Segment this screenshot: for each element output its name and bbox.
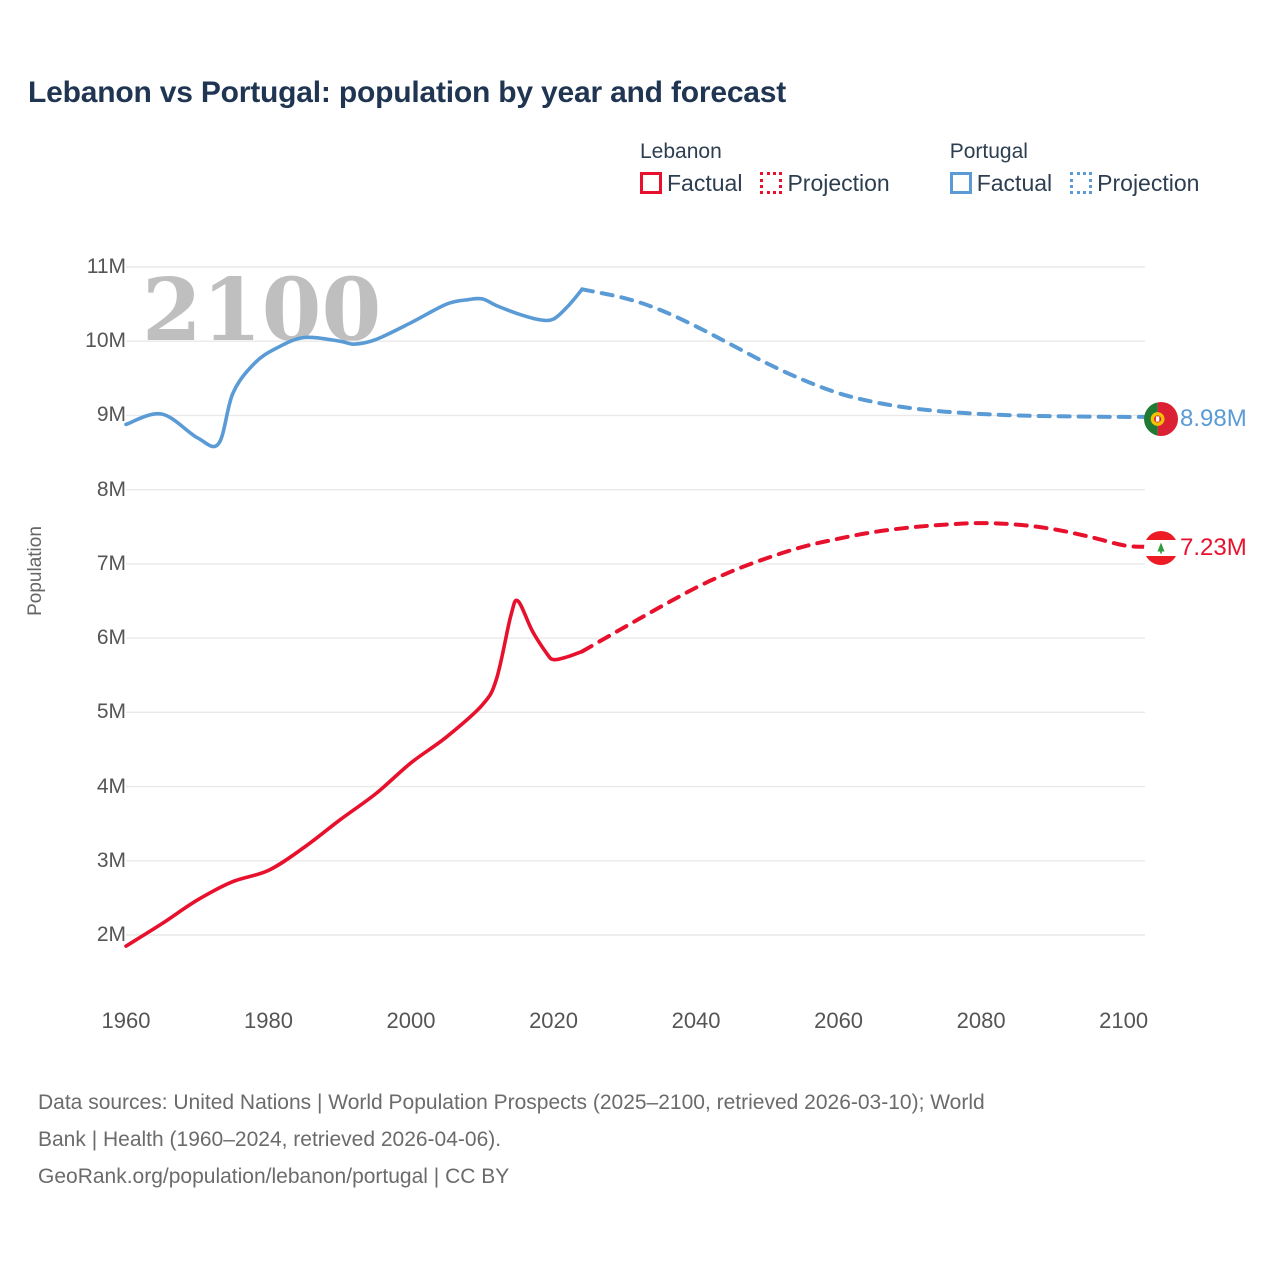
x-tick-label: 1980: [244, 1008, 293, 1033]
footer-line-1: Data sources: United Nations | World Pop…: [38, 1091, 985, 1114]
x-tick-label: 2100: [1099, 1008, 1149, 1033]
footer-sources: Data sources: United Nations | World Pop…: [38, 1084, 1238, 1195]
data-curves: [124, 287, 1147, 948]
legend-group-portugal: Portugal Factual Projection: [949, 140, 1199, 196]
gridlines: [126, 266, 1145, 936]
series-portugal-factual: [124, 287, 584, 449]
x-tick-label: 2000: [386, 1008, 436, 1033]
chart-legend: Lebanon Factual Projection Portugal Fact…: [640, 140, 1199, 196]
portugal-endpoint-value: 8.98M: [1180, 405, 1247, 432]
legend-swatch-solid-icon: [640, 172, 662, 194]
legend-swatch-dotted-icon: [1070, 172, 1093, 194]
series-lebanon-projection: [580, 521, 1147, 654]
legend-swatch-dotted-icon: [760, 172, 783, 194]
page-title: Lebanon vs Portugal: population by year …: [28, 76, 787, 109]
x-tick-label: 2060: [814, 1008, 864, 1033]
x-tick-label: 1960: [101, 1008, 151, 1033]
lebanon-flag-icon: [1144, 531, 1178, 565]
y-tick-label: 9M: [96, 403, 126, 427]
x-tick-label: 2080: [956, 1008, 1006, 1033]
plot-svg: [124, 266, 1147, 948]
y-tick-label: 8M: [96, 477, 126, 501]
legend-item-lebanon-factual[interactable]: Factual: [640, 170, 742, 196]
y-tick-label: 2M: [96, 923, 126, 946]
legend-label-lebanon-factual: Factual: [667, 170, 743, 196]
series-lebanon-factual: [124, 598, 584, 948]
plot-area: 2100 Population 2M 3M 4M 5M 6M 7M 8M 9M 10M 11M 1…: [25, 255, 1247, 1033]
legend-swatch-solid-icon: [949, 172, 972, 194]
series-portugal-projection: [580, 287, 1147, 419]
y-tick-label: 10M: [85, 329, 126, 353]
x-tick-label: 2020: [529, 1008, 579, 1033]
footer-line-2: Bank | Health (1960–2024, retrieved 2026…: [38, 1128, 502, 1151]
legend-group-title-lebanon: Lebanon: [640, 140, 722, 163]
legend-group-lebanon: Lebanon Factual Projection: [640, 140, 890, 196]
portugal-flag-icon: [1144, 402, 1178, 436]
y-tick-label: 7M: [96, 551, 126, 575]
y-tick-label: 5M: [96, 700, 126, 724]
legend-entries-lebanon: Factual Projection: [640, 170, 890, 196]
legend-label-portugal-projection: Projection: [1097, 170, 1200, 196]
y-tick-label: 4M: [96, 774, 126, 798]
legend-entries-portugal: Factual Projection: [949, 170, 1199, 196]
legend-label-lebanon-projection: Projection: [787, 170, 890, 196]
y-tick-label: 3M: [96, 848, 126, 872]
legend-label-portugal-factual: Factual: [976, 170, 1053, 196]
legend-group-title-portugal: Portugal: [949, 140, 1028, 163]
x-tick-label: 2040: [671, 1008, 721, 1033]
legend-item-portugal-factual[interactable]: Factual: [949, 170, 1053, 196]
y-tick-label: 11M: [86, 255, 126, 278]
legend-item-portugal-projection[interactable]: Projection: [1070, 170, 1199, 196]
y-tick-label: 6M: [96, 626, 126, 650]
watermark-year: 2100: [142, 260, 382, 361]
lebanon-endpoint-value: 7.23M: [1180, 534, 1247, 561]
footer-line-3[interactable]: GeoRank.org/population/lebanon/portugal …: [38, 1165, 510, 1188]
legend-item-lebanon-projection[interactable]: Projection: [760, 170, 890, 196]
